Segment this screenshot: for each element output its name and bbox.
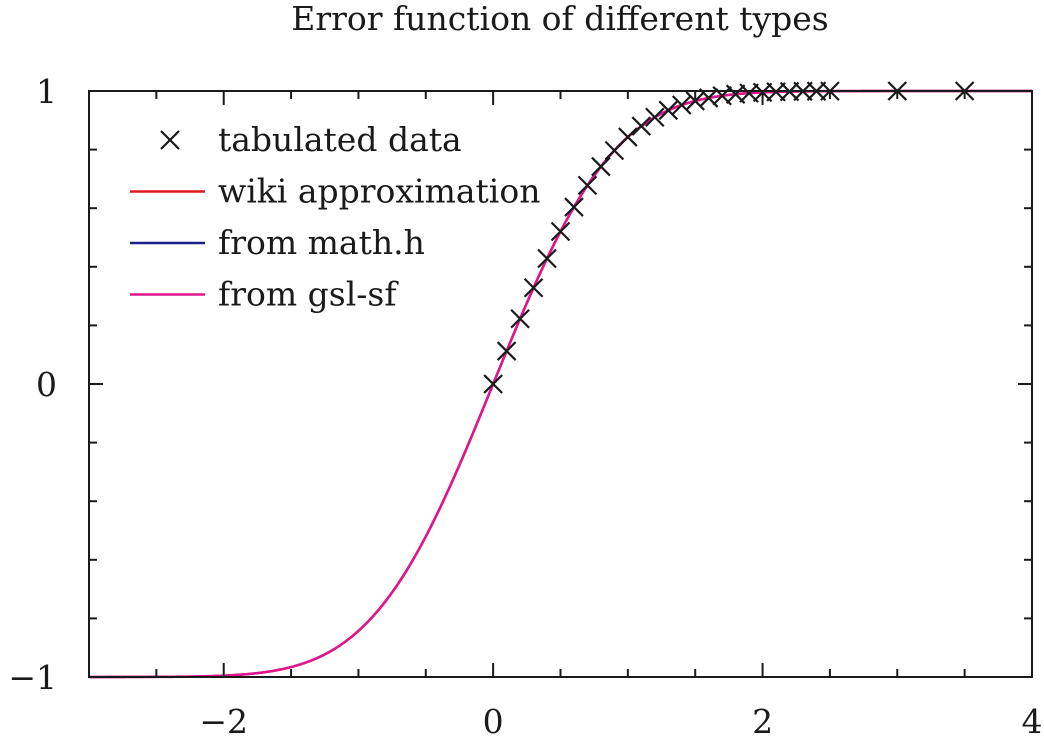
plot-frame xyxy=(88,90,1033,678)
legend-label-from-gsl-sf: from gsl-sf xyxy=(218,275,399,314)
data-point xyxy=(591,156,611,177)
marker-stroke xyxy=(645,107,665,128)
data-point xyxy=(483,374,503,394)
legend: tabulated data wiki approximation from mat… xyxy=(130,120,540,314)
marker-stroke xyxy=(496,341,517,361)
data-point xyxy=(631,116,652,136)
marker-stroke xyxy=(712,85,732,106)
data-point xyxy=(658,100,679,121)
data-point xyxy=(510,308,530,329)
data-point xyxy=(550,221,571,242)
marker-stroke xyxy=(510,308,530,329)
data-point xyxy=(671,95,692,115)
y-tick-label: −1 xyxy=(8,658,57,697)
data-point xyxy=(645,107,665,128)
marker-stroke xyxy=(685,91,705,111)
data-point xyxy=(564,197,584,217)
legend-label-from-math-h: from math.h xyxy=(218,223,425,262)
marker-stroke xyxy=(564,197,584,217)
x-tick-label: −2 xyxy=(199,702,248,741)
marker-stroke xyxy=(523,277,544,298)
legend-label-tabulated-data: tabulated data xyxy=(218,120,462,159)
y-tick-label: 1 xyxy=(36,72,57,111)
x-tick-label: 0 xyxy=(483,702,504,741)
marker-stroke xyxy=(658,100,679,121)
marker-stroke xyxy=(483,374,503,394)
marker-stroke xyxy=(671,95,692,115)
marker-stroke xyxy=(739,83,759,103)
legend-label-wiki-approximation: wiki approximation xyxy=(218,172,540,211)
data-point xyxy=(577,175,598,196)
marker-stroke xyxy=(725,84,746,104)
legend-marker-tabulated-data xyxy=(160,130,180,150)
marker-stroke xyxy=(550,221,571,242)
x-tick-label: 2 xyxy=(752,702,773,741)
marker-stroke xyxy=(631,116,652,136)
marker-stroke xyxy=(577,175,598,196)
marker-stroke xyxy=(537,248,557,269)
marker-stroke xyxy=(160,130,180,150)
data-point xyxy=(537,248,557,269)
data-point xyxy=(496,341,517,361)
x-tick-label: 4 xyxy=(1022,702,1043,741)
ticks-layer: −2 0 2 4 −1 0 1 xyxy=(8,72,1042,741)
data-point xyxy=(523,277,544,298)
marker-stroke xyxy=(591,156,611,177)
y-tick-label: 0 xyxy=(36,365,57,404)
marker-stroke xyxy=(618,127,638,147)
chart-title: Error function of different types xyxy=(291,0,828,38)
data-point xyxy=(618,127,638,147)
